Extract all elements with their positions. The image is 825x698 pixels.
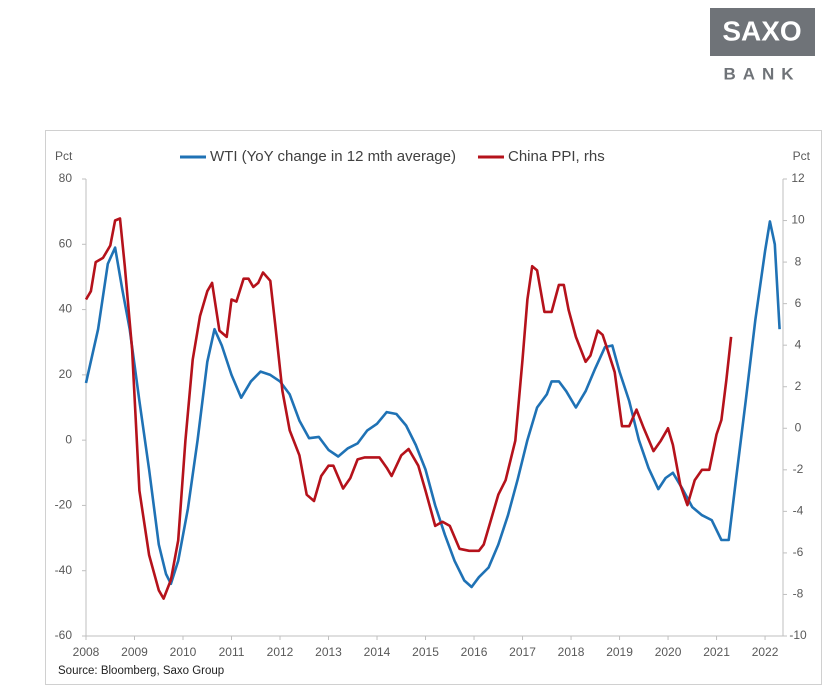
y-axis-label: Pct <box>55 149 73 163</box>
series-line <box>84 220 781 589</box>
chart-frame <box>45 130 822 685</box>
logo-bottom: BANK <box>723 64 800 83</box>
y-tick-label: 60 <box>59 236 73 250</box>
y-tick-label: 20 <box>59 367 73 381</box>
y2-tick-label: -10 <box>789 628 807 642</box>
series-line <box>84 217 733 600</box>
y2-tick-label: 0 <box>795 420 802 434</box>
y-tick-label: -60 <box>55 628 73 642</box>
x-tick-label: 2011 <box>219 645 245 659</box>
y-tick-label: -40 <box>55 563 73 577</box>
y2-tick-label: -2 <box>793 462 804 476</box>
y2-tick-label: -8 <box>793 587 804 601</box>
source: Source: Bloomberg, Saxo Group <box>58 665 224 677</box>
y-tick-label: 0 <box>65 432 72 446</box>
logo-top: SAXO <box>722 15 801 46</box>
x-tick-label: 2012 <box>267 645 294 659</box>
x-tick-label: 2016 <box>461 645 488 659</box>
x-tick-label: 2017 <box>509 645 536 659</box>
y2-tick-label: 10 <box>791 213 805 227</box>
y-tick-label: 40 <box>59 302 73 316</box>
y2-tick-label: -4 <box>793 504 804 518</box>
x-tick-label: 2015 <box>412 645 439 659</box>
x-tick-label: 2008 <box>73 645 100 659</box>
y2-tick-label: 4 <box>795 337 802 351</box>
x-tick-label: 2014 <box>364 645 391 659</box>
x-tick-label: 2022 <box>752 645 779 659</box>
x-tick-label: 2010 <box>170 645 197 659</box>
x-tick-label: 2020 <box>655 645 682 659</box>
y2-tick-label: -6 <box>793 545 804 559</box>
x-tick-label: 2019 <box>606 645 633 659</box>
legend-label: China PPI, rhs <box>508 148 605 165</box>
y-tick-label: 80 <box>59 171 73 185</box>
y2-tick-label: 12 <box>791 171 805 185</box>
y2-axis-label: Pct <box>793 149 811 163</box>
y2-tick-label: 8 <box>795 254 802 268</box>
x-tick-label: 2021 <box>703 645 730 659</box>
x-tick-label: 2018 <box>558 645 585 659</box>
logo-box <box>710 8 815 56</box>
legend-label: WTI (YoY change in 12 mth average) <box>210 148 456 165</box>
y2-tick-label: 2 <box>795 379 802 393</box>
y2-tick-label: 6 <box>795 296 802 310</box>
x-tick-label: 2009 <box>121 645 148 659</box>
y-tick-label: -20 <box>55 498 73 512</box>
x-tick-label: 2013 <box>315 645 342 659</box>
